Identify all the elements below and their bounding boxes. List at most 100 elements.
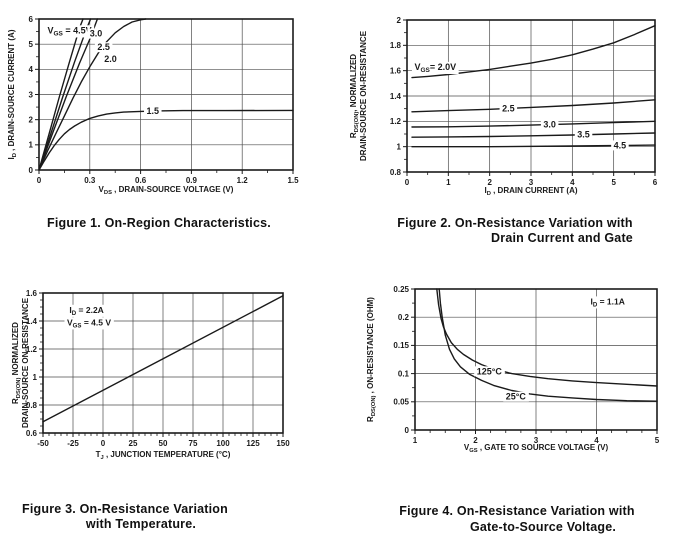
curve-RDS(on) vs Tj — [42, 295, 284, 423]
svg-text:1: 1 — [446, 178, 451, 187]
svg-text:4: 4 — [594, 436, 599, 445]
svg-text:ID = 1.1A: ID = 1.1A — [590, 296, 624, 308]
svg-text:3.0: 3.0 — [543, 120, 556, 130]
svg-text:DRAIN-SOURCE ON-RESISTANCE: DRAIN-SOURCE ON-RESISTANCE — [359, 30, 368, 161]
figure2-caption-line2: Drain Current and Gate — [491, 231, 633, 245]
figure4-on-resistance-vs-vgs-chart: 1 2 3 4 5 0 0.05 0.1 0.15 0.2 0.25 VGS , GATE TO SO… — [366, 285, 660, 454]
svg-text:1: 1 — [33, 373, 38, 382]
svg-text:25: 25 — [129, 439, 138, 448]
svg-text:-25: -25 — [67, 439, 79, 448]
svg-text:RDS(ON) NORMALIZED: RDS(ON) NORMALIZED — [11, 322, 22, 404]
svg-text:0.8: 0.8 — [390, 168, 402, 177]
svg-text:6: 6 — [653, 178, 658, 187]
figure4-caption-line2: Gate-to-Source Voltage. — [469, 520, 617, 534]
svg-text:VGS= 2.0V: VGS= 2.0V — [414, 62, 456, 74]
figure3-caption-line1: Figure 3. On-Resistance Variation — [22, 502, 228, 516]
svg-text:0: 0 — [405, 426, 410, 435]
svg-text:3.5: 3.5 — [577, 130, 590, 140]
svg-text:1.5: 1.5 — [287, 176, 299, 185]
svg-text:1.4: 1.4 — [390, 92, 402, 101]
svg-text:0.2: 0.2 — [398, 313, 410, 322]
svg-text:0: 0 — [29, 166, 34, 175]
svg-text:VGS = 4.5V: VGS = 4.5V — [47, 25, 91, 37]
svg-text:1: 1 — [29, 141, 34, 150]
svg-text:RDS(ON), NORMALIZED: RDS(ON), NORMALIZED — [349, 54, 360, 138]
svg-text:125: 125 — [246, 439, 260, 448]
svg-text:4: 4 — [29, 65, 34, 74]
svg-text:RDS(ON) , ON-RESISTANCE (OHM): RDS(ON) , ON-RESISTANCE (OHM) — [366, 297, 377, 422]
fig4-series-group — [436, 288, 658, 402]
svg-text:6: 6 — [29, 15, 34, 24]
svg-text:2: 2 — [473, 436, 478, 445]
svg-text:0.6: 0.6 — [26, 429, 38, 438]
svg-text:TJ , JUNCTION TEMPERATURE (°C): TJ , JUNCTION TEMPERATURE (°C) — [96, 450, 231, 461]
svg-text:100: 100 — [216, 439, 230, 448]
svg-text:0.25: 0.25 — [393, 285, 409, 294]
svg-text:VDS , DRAIN-SOURCE VOLTAGE (V): VDS , DRAIN-SOURCE VOLTAGE (V) — [99, 185, 234, 196]
svg-text:1.6: 1.6 — [26, 289, 38, 298]
svg-text:0.3: 0.3 — [84, 176, 96, 185]
curve-25C — [438, 288, 658, 402]
fig2-series-group — [411, 25, 656, 148]
svg-text:1.8: 1.8 — [390, 41, 402, 50]
svg-text:0.8: 0.8 — [26, 401, 38, 410]
svg-text:50: 50 — [159, 439, 168, 448]
svg-text:2: 2 — [487, 178, 492, 187]
svg-text:1: 1 — [397, 142, 402, 151]
svg-text:0: 0 — [37, 176, 42, 185]
svg-text:0.05: 0.05 — [393, 398, 409, 407]
svg-text:5: 5 — [655, 436, 660, 445]
svg-text:2: 2 — [397, 16, 402, 25]
svg-text:5: 5 — [611, 178, 616, 187]
svg-text:1.6: 1.6 — [390, 66, 402, 75]
svg-text:150: 150 — [276, 439, 290, 448]
svg-text:3: 3 — [529, 178, 534, 187]
svg-text:0.15: 0.15 — [393, 341, 409, 350]
svg-text:0.9: 0.9 — [186, 176, 198, 185]
figure3-on-resistance-vs-temperature-chart: -50 -25 0 25 50 75 100 125 150 0.6 0.8 1 1.2 1.4 1.6 TJ… — [11, 289, 290, 461]
figure1-on-region-chart: 0 0.3 0.6 0.9 1.2 1.5 0 1 2 3 4 5 6 VDS , DRAIN-SOURC… — [7, 15, 299, 196]
svg-text:VGS = 4.5 V: VGS = 4.5 V — [67, 317, 111, 329]
svg-text:ID , DRAIN CURRENT (A): ID , DRAIN CURRENT (A) — [484, 186, 577, 197]
figure4-caption-line1: Figure 4. On-Resistance Variation with — [399, 504, 635, 518]
svg-text:ID , DRAIN-SOURCE CURRENT (A): ID , DRAIN-SOURCE CURRENT (A) — [7, 29, 18, 159]
svg-text:2: 2 — [29, 115, 34, 124]
svg-text:1.5: 1.5 — [147, 106, 160, 116]
fig3-series-group — [42, 295, 284, 423]
curve-VGS=3.0V — [411, 120, 656, 128]
svg-text:1.2: 1.2 — [390, 117, 402, 126]
svg-text:3: 3 — [534, 436, 539, 445]
svg-text:3: 3 — [29, 90, 34, 99]
svg-text:1.4: 1.4 — [26, 317, 38, 326]
figure1-caption: Figure 1. On-Region Characteristics. — [47, 216, 271, 230]
svg-text:2.0: 2.0 — [104, 54, 117, 64]
svg-text:2.5: 2.5 — [97, 42, 110, 52]
svg-text:VGS , GATE TO SOURCE VOLTAGE (: VGS , GATE TO SOURCE VOLTAGE (V) — [464, 443, 609, 454]
svg-text:5: 5 — [29, 40, 34, 49]
svg-text:0: 0 — [405, 178, 410, 187]
curve-VGS=2.0V — [38, 18, 147, 171]
svg-text:125°C: 125°C — [477, 366, 503, 376]
svg-text:-50: -50 — [37, 439, 49, 448]
svg-text:ID = 2.2A: ID = 2.2A — [69, 305, 103, 317]
svg-text:1.2: 1.2 — [26, 345, 38, 354]
figure2-caption-line1: Figure 2. On-Resistance Variation with — [397, 216, 633, 230]
svg-text:0: 0 — [101, 439, 106, 448]
figure3-caption-line2: with Temperature. — [85, 517, 197, 531]
svg-text:4.5: 4.5 — [614, 140, 627, 150]
svg-text:4: 4 — [570, 178, 575, 187]
curve-VGS=2.5V — [411, 99, 656, 113]
svg-text:0.1: 0.1 — [398, 369, 410, 378]
svg-text:3.0: 3.0 — [90, 29, 103, 39]
svg-text:25°C: 25°C — [506, 392, 527, 402]
svg-text:1.2: 1.2 — [237, 176, 249, 185]
svg-text:0.6: 0.6 — [135, 176, 147, 185]
svg-text:1: 1 — [413, 436, 418, 445]
svg-text:2.5: 2.5 — [502, 104, 515, 114]
svg-text:75: 75 — [189, 439, 198, 448]
curve-VGS=3.5V — [411, 132, 656, 138]
curve-VGS=2.0V — [411, 25, 656, 79]
svg-text:DRAIN-SOURCE ON-RESISTANCE: DRAIN-SOURCE ON-RESISTANCE — [21, 297, 30, 428]
